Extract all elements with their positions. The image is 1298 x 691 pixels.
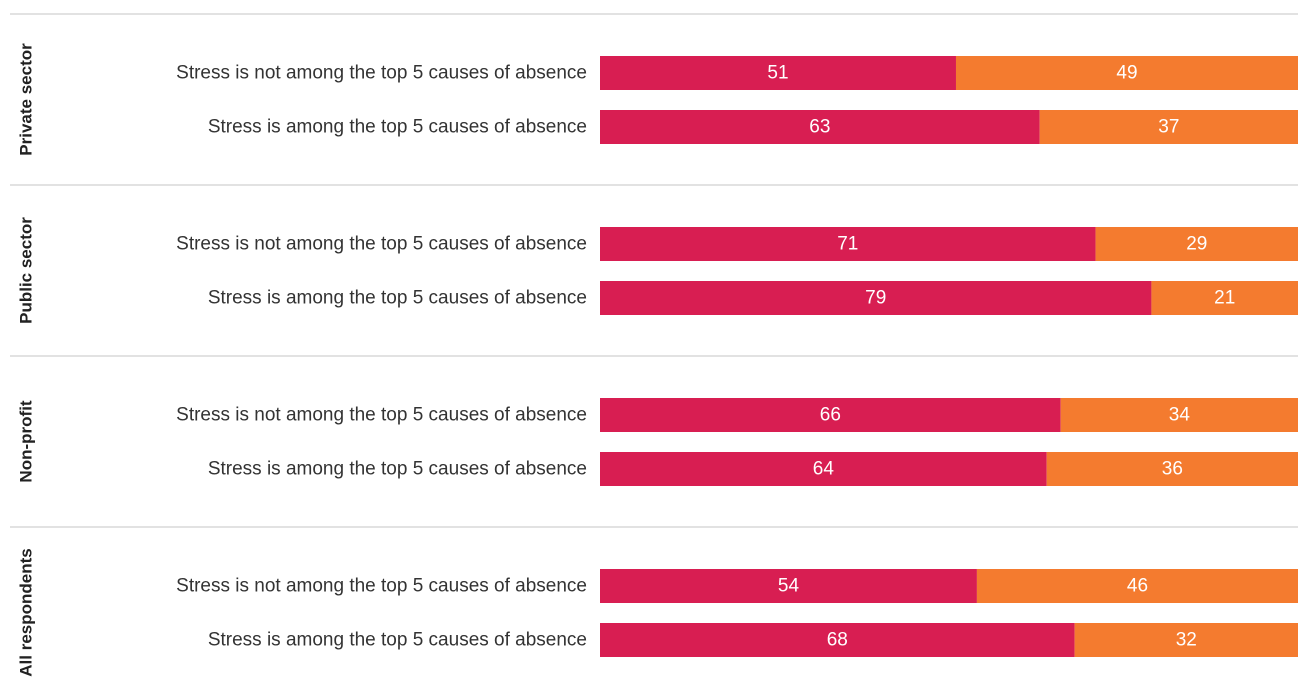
bar-segment-secondary: [1074, 623, 1298, 657]
bar-segment-primary: [600, 569, 977, 603]
bar-value-label: 79: [865, 288, 886, 309]
bar-value-label: 49: [1116, 63, 1137, 84]
group-label: Private sector: [17, 43, 36, 156]
bar-segment-primary: [600, 452, 1047, 486]
bar-value-label: 51: [767, 63, 788, 84]
group-label: Non-profit: [17, 400, 36, 482]
bar-value-label: 32: [1176, 630, 1197, 651]
chart-group: Non-profit Stress is not among the top 5 …: [17, 398, 1298, 486]
row-label: Stress is among the top 5 causes of abse…: [208, 459, 587, 480]
bar-segment-secondary: [1060, 398, 1298, 432]
group-separators: [10, 13, 1298, 528]
bar-segment-secondary: [1095, 227, 1298, 261]
bar-segment-secondary: [955, 56, 1298, 90]
chart-group: Public sector Stress is not among the top…: [17, 217, 1298, 324]
bar-segment-primary: [600, 110, 1040, 144]
bar-value-label: 36: [1162, 459, 1183, 480]
bar-value-label: 54: [778, 576, 800, 597]
row-label: Stress is among the top 5 causes of abse…: [208, 630, 587, 651]
bar-value-label: 68: [827, 630, 848, 651]
row-label: Stress is not among the top 5 causes of …: [176, 405, 587, 426]
row-label: Stress is not among the top 5 causes of …: [176, 63, 587, 84]
bar-value-label: 66: [820, 405, 841, 426]
group-label: All respondents: [17, 548, 36, 676]
bar-value-label: 21: [1214, 288, 1235, 309]
bar-segment-secondary: [1039, 110, 1298, 144]
bar-value-label: 64: [813, 459, 835, 480]
row-label: Stress is among the top 5 causes of abse…: [208, 117, 587, 138]
bar-segment-primary: [600, 398, 1061, 432]
bar-segment-secondary: [976, 569, 1298, 603]
chart-groups: Private sector Stress is not among the to…: [17, 43, 1298, 677]
bar-value-label: 71: [837, 234, 858, 255]
row-label: Stress is among the top 5 causes of abse…: [208, 288, 587, 309]
bar-value-label: 46: [1127, 576, 1148, 597]
bar-segment-primary: [600, 56, 956, 90]
bar-segment-secondary: [1046, 452, 1298, 486]
bar-value-label: 29: [1186, 234, 1207, 255]
bar-segment-secondary: [1151, 281, 1298, 315]
bar-segment-primary: [600, 623, 1075, 657]
group-label: Public sector: [17, 217, 36, 324]
row-label: Stress is not among the top 5 causes of …: [176, 576, 587, 597]
bar-value-label: 63: [809, 117, 830, 138]
bar-segment-primary: [600, 281, 1152, 315]
row-label: Stress is not among the top 5 causes of …: [176, 234, 587, 255]
bar-segment-primary: [600, 227, 1096, 261]
bar-value-label: 37: [1158, 117, 1179, 138]
chart-group: Private sector Stress is not among the to…: [17, 43, 1298, 156]
chart-group: All respondents Stress is not among the t…: [17, 548, 1298, 677]
bar-value-label: 34: [1169, 405, 1191, 426]
